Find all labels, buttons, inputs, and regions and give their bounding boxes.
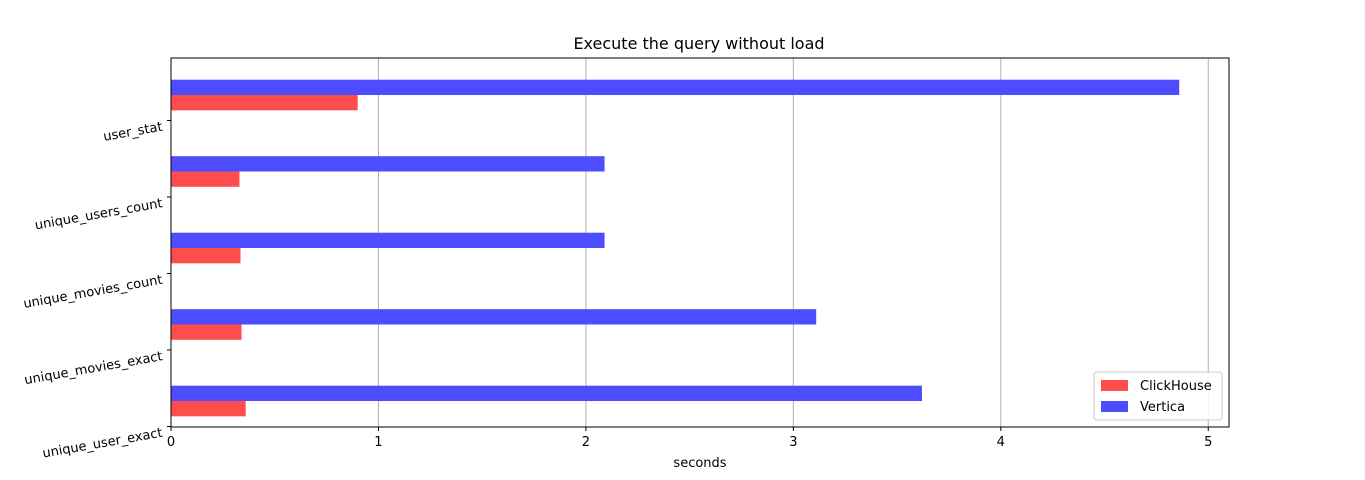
x-axis-ticks: 0 1 2 3 4 5 bbox=[167, 427, 1212, 450]
legend-label-vertica: Vertica bbox=[1140, 400, 1185, 415]
y-tick-label: unique_movies_exact bbox=[23, 349, 163, 388]
bar-clickhouse-unique_movies_exact bbox=[171, 324, 242, 340]
bar-vertica-unique_users_count bbox=[171, 156, 605, 172]
chart-title: Execute the query without load bbox=[573, 34, 824, 53]
bars bbox=[171, 79, 1180, 417]
bar-vertica-user_stat bbox=[171, 79, 1180, 95]
y-tick-label: user_stat bbox=[102, 120, 163, 145]
bar-clickhouse-user_stat bbox=[171, 95, 358, 111]
legend-swatch-clickhouse bbox=[1101, 380, 1128, 391]
bar-vertica-unique_movies_count bbox=[171, 232, 605, 248]
grid-lines bbox=[377, 58, 1209, 427]
y-axis-ticks: unique_user_exact unique_movies_exact uniq… bbox=[22, 120, 171, 462]
x-tick-label: 3 bbox=[789, 435, 797, 450]
x-tick-label: 4 bbox=[997, 435, 1005, 450]
bar-vertica-unique_user_exact bbox=[171, 385, 922, 401]
bar-clickhouse-unique_users_count bbox=[171, 171, 240, 187]
bar-vertica-unique_movies_exact bbox=[171, 309, 817, 325]
y-tick-label: unique_movies_count bbox=[22, 273, 163, 312]
plot-frame bbox=[170, 57, 1230, 428]
x-tick-label: 2 bbox=[582, 435, 590, 450]
y-tick-label: unique_users_count bbox=[34, 196, 164, 233]
y-tick-label: unique_user_exact bbox=[41, 426, 163, 462]
legend: ClickHouse Vertica bbox=[1093, 371, 1223, 421]
x-tick-label: 1 bbox=[374, 435, 382, 450]
legend-swatch-vertica bbox=[1101, 401, 1128, 412]
x-axis-label: seconds bbox=[673, 456, 726, 471]
x-tick-label: 0 bbox=[167, 435, 175, 450]
x-tick-label: 5 bbox=[1204, 435, 1212, 450]
bar-clickhouse-unique_user_exact bbox=[171, 401, 246, 417]
bar-clickhouse-unique_movies_count bbox=[171, 248, 241, 264]
legend-label-clickhouse: ClickHouse bbox=[1140, 379, 1212, 394]
